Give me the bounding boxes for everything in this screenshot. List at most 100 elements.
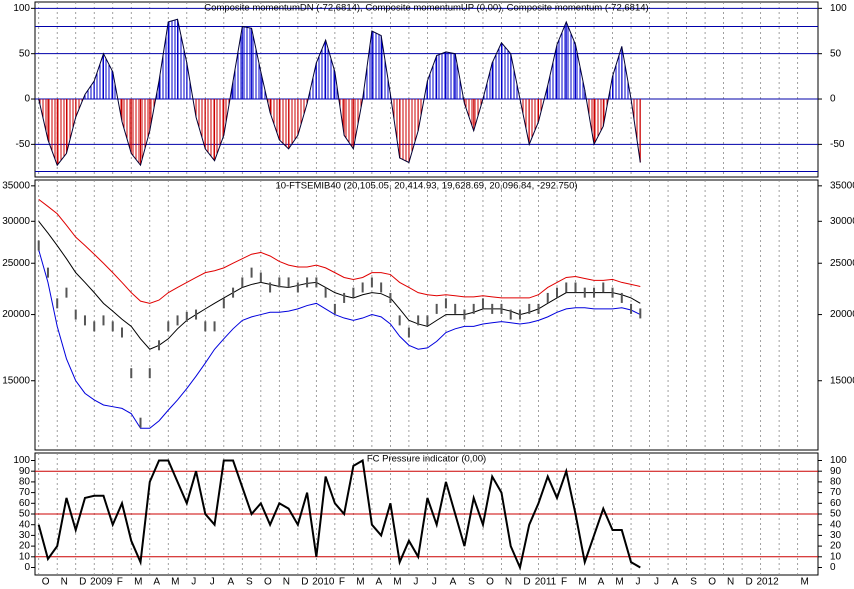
price-bar <box>620 292 623 303</box>
price-bar <box>121 327 123 338</box>
x-tick-label: O <box>486 577 494 588</box>
x-tick-label: N <box>727 577 734 588</box>
price-bar <box>500 303 503 314</box>
y-tick-label-right: 30 <box>830 530 842 541</box>
x-tick-label: M <box>356 577 364 588</box>
x-tick-label: A <box>598 577 605 588</box>
price-bar <box>37 240 40 251</box>
y-tick-label: 10 <box>19 551 31 562</box>
x-tick-label: M <box>800 577 808 588</box>
y-tick-label-right: 20 <box>830 541 842 552</box>
x-tick-label: S <box>468 577 475 588</box>
price-bar <box>176 315 179 326</box>
x-tick-label: 2012 <box>756 577 779 588</box>
price-bar <box>306 277 309 288</box>
y-tick-label: 50 <box>19 48 31 59</box>
y-tick-label-right: 25000 <box>830 258 854 269</box>
x-tick-label: D <box>523 577 530 588</box>
price-bar <box>74 309 77 320</box>
x-tick-label: F <box>117 577 123 588</box>
price-bar <box>130 368 133 379</box>
x-tick-label: F <box>561 577 567 588</box>
y-tick-label-right: 100 <box>830 3 847 14</box>
price-bar <box>56 298 59 309</box>
price-bar <box>185 311 188 322</box>
y-tick-label: 100 <box>13 455 30 466</box>
y-tick-label-right: 70 <box>830 487 842 498</box>
x-tick-label: S <box>690 577 697 588</box>
x-tick-label: D <box>745 577 752 588</box>
price-bar <box>611 287 614 298</box>
x-tick-label: N <box>505 577 512 588</box>
y-tick-label-right: 90 <box>830 466 842 477</box>
price-bar <box>343 292 346 303</box>
price-bar <box>481 298 484 309</box>
y-tick-label: 80 <box>19 477 31 488</box>
x-tick-label: J <box>432 577 437 588</box>
y-tick-label: 35000 <box>2 180 30 191</box>
y-tick-label-right: 15000 <box>830 375 854 386</box>
price-bar <box>574 282 577 293</box>
y-tick-label-right: 20000 <box>830 309 854 320</box>
price-bar <box>361 282 364 293</box>
price-bar <box>454 303 457 314</box>
price-bar <box>158 340 161 351</box>
price-bar <box>556 287 558 298</box>
y-tick-label: 70 <box>19 487 31 498</box>
panel-title: Composite momentumDN (-72,6814), Composi… <box>204 3 648 14</box>
price-bar <box>370 277 373 288</box>
y-tick-label-right: 30000 <box>830 216 854 227</box>
price-bar <box>167 321 170 332</box>
price-bar <box>232 287 235 298</box>
y-tick-label-right: 50 <box>830 48 842 59</box>
series-line <box>38 249 641 429</box>
price-bar <box>583 287 586 298</box>
x-tick-label: 2011 <box>535 577 557 588</box>
x-tick-label: N <box>283 577 290 588</box>
y-tick-label: -50 <box>16 139 31 150</box>
y-tick-label-right: 0 <box>830 94 836 105</box>
y-tick-label-right: 100 <box>830 455 847 466</box>
x-tick-label: J <box>636 577 641 588</box>
y-tick-label-right: 0 <box>830 562 836 573</box>
y-tick-label-right: 10 <box>830 551 842 562</box>
price-bar <box>222 298 225 309</box>
price-bar <box>139 417 142 428</box>
price-bar <box>380 282 383 293</box>
series-line <box>38 220 641 350</box>
y-tick-label: 20000 <box>2 309 30 320</box>
y-tick-label-right: 60 <box>830 498 842 509</box>
price-bar <box>518 309 521 320</box>
x-tick-label: 2009 <box>90 577 113 588</box>
x-tick-label: A <box>672 577 679 588</box>
price-bar <box>241 277 244 288</box>
y-tick-label: 100 <box>13 3 30 14</box>
price-bar <box>537 303 540 314</box>
price-bar <box>213 321 216 332</box>
price-bar <box>259 272 262 283</box>
price-bar <box>278 277 281 288</box>
panel-title: 10-FTSEMIB40 (20,105.05, 20,414.93, 19,6… <box>275 181 577 192</box>
x-tick-label: A <box>153 577 160 588</box>
price-bar <box>472 303 475 314</box>
momentum-line <box>38 18 641 167</box>
price-bar <box>417 315 420 326</box>
price-bar <box>407 327 410 338</box>
price-bar <box>435 303 438 314</box>
y-tick-label: 90 <box>19 466 31 477</box>
price-bar <box>565 282 568 293</box>
y-tick-label: 25000 <box>2 258 30 269</box>
x-tick-label: M <box>171 577 179 588</box>
x-tick-label: A <box>450 577 457 588</box>
price-bar <box>333 303 336 314</box>
price-bar <box>287 277 290 288</box>
price-bar <box>491 303 494 314</box>
x-tick-label: D <box>79 577 86 588</box>
price-bar <box>102 315 105 326</box>
price-bar <box>65 287 68 298</box>
price-bar <box>463 309 466 320</box>
x-tick-label: M <box>578 577 586 588</box>
series-line <box>37 458 641 571</box>
price-bar <box>250 267 253 278</box>
y-tick-label-right: 35000 <box>830 180 854 191</box>
